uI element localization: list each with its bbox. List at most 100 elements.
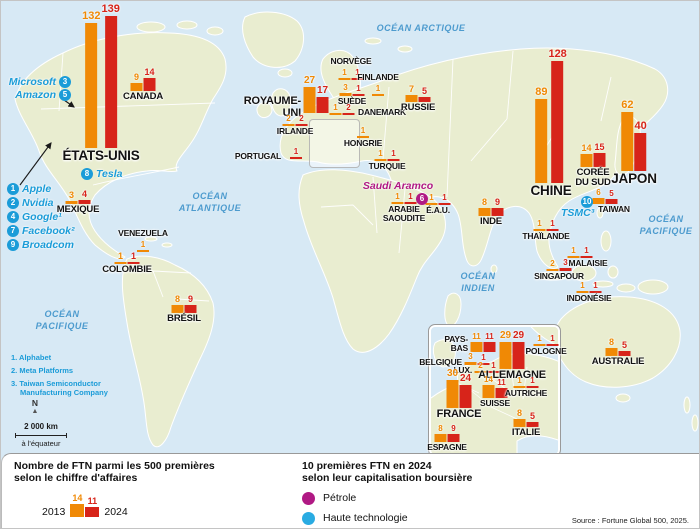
- bar-2024: [438, 202, 451, 205]
- world-map: OCÉAN ARCTIQUE OCÉAN ATLANTIQUE OCÉAN PACI…: [1, 1, 699, 454]
- bar-2024: [352, 93, 365, 96]
- bar-2013: [85, 22, 98, 148]
- company-label-amazon: Amazon: [15, 89, 56, 101]
- company-label-nvidia: Nvidia: [22, 196, 54, 209]
- arrow-to-seattle: [63, 99, 75, 108]
- value-2013: 14: [581, 142, 592, 153]
- bar-2024: [483, 341, 496, 352]
- value-2013: 29: [499, 329, 512, 341]
- bar-2013: [546, 268, 559, 271]
- country-label: DANEMARK: [358, 107, 406, 117]
- bar-2013: [338, 77, 351, 80]
- value-2024: 1: [584, 245, 589, 255]
- company-label-microsoft: Microsoft: [8, 76, 56, 88]
- bar-2013: [567, 255, 580, 258]
- bar-2013: [464, 362, 477, 365]
- rank-badge-3: 3: [59, 76, 71, 88]
- footnote-1: 1. Alphabet: [11, 353, 52, 362]
- legend-revenue-title-line1: Nombre de FTN parmi les 500 premières: [14, 460, 215, 472]
- company-row-facebook: 7 Facebook²: [7, 224, 75, 237]
- value-2013: 89: [535, 85, 548, 98]
- company-label-broadcom: Broadcom: [22, 238, 74, 251]
- company-row-apple: 1 Apple: [7, 182, 75, 195]
- rank-badge-9: 9: [7, 238, 19, 251]
- bar-2024: [404, 201, 417, 204]
- bar-2013: [482, 384, 495, 398]
- bars-hongrie: 1: [357, 125, 369, 138]
- rank-badge-2: 2: [7, 196, 19, 209]
- legend-revenue: Nombre de FTN parmi les 500 premières se…: [14, 460, 215, 518]
- bar-2024: [605, 199, 618, 204]
- value-2013: 6: [596, 188, 601, 198]
- value-2024: 1: [481, 352, 486, 362]
- footnotes: 1. Alphabet 2. Meta Platforms 3. Taiwan Se…: [11, 353, 116, 401]
- bar-2013: [478, 208, 491, 216]
- bar-2013: [580, 153, 593, 167]
- bar-2024: [526, 422, 539, 427]
- bar-2024: [316, 96, 329, 113]
- value-2024: 1: [491, 360, 496, 370]
- legend-item-tech-label: Haute technologie: [323, 512, 408, 525]
- africa-shape: [298, 169, 446, 353]
- bar-2013: [372, 93, 384, 96]
- bar-2024: [447, 433, 460, 442]
- value-2024: 128: [548, 48, 567, 61]
- bar-2013: [282, 123, 295, 126]
- country-label: HONGRIE: [343, 138, 383, 148]
- california-companies: 1 Apple 2 Nvidia 4 Google¹ 7 Facebook² 9 Broadcom: [7, 182, 75, 252]
- value-2024: 5: [529, 411, 535, 422]
- country-label: ITALIE: [511, 427, 541, 438]
- value-2013: 1: [580, 280, 585, 290]
- bar-2013: [114, 261, 127, 264]
- bar-2013: [513, 419, 526, 427]
- legend-sample-bar-2024: [85, 506, 100, 518]
- bar-2013: [374, 158, 387, 161]
- value-2013: 2: [478, 360, 483, 370]
- bar-2013: [405, 95, 418, 102]
- country-borders: [40, 50, 612, 302]
- value-2024: 3: [563, 258, 568, 268]
- value-2013: 1: [360, 125, 366, 135]
- country-label: MALAISIE: [568, 258, 608, 268]
- value-2024: 1: [391, 148, 396, 158]
- bar-2024: [387, 158, 400, 161]
- footnote-3: 3. Taiwan Semiconductor Manufacturing Co…: [11, 379, 108, 397]
- bars-royaume-uni: 27 17: [303, 76, 329, 113]
- bars-venezuela: 1: [137, 240, 149, 252]
- value-2013: 1: [342, 67, 347, 77]
- country-label: VENEZUELA: [118, 228, 168, 238]
- legend-sample-value-2024: 11: [87, 495, 98, 506]
- value-2024: 17: [316, 84, 329, 96]
- ocean-label-oc-an-pacifique: OCÉAN PACIFIQUE: [35, 309, 89, 331]
- country-label: NORVÈGE: [330, 56, 372, 66]
- rank-badge-4: 4: [7, 210, 19, 223]
- legend-top10-title-line1: 10 premières FTN en 2024: [302, 460, 432, 472]
- country-label: INDONÉSIE: [566, 293, 612, 303]
- bar-2024: [551, 61, 564, 183]
- value-2013: 11: [472, 331, 481, 341]
- bar-2013: [513, 385, 526, 388]
- seattle-companies: Microsoft 3 Amazon 5: [5, 76, 71, 102]
- bar-2013: [65, 201, 78, 204]
- value-2013: 1: [537, 218, 542, 228]
- legend-item-tech: Haute technologie: [302, 511, 472, 525]
- country-label: FRANCE: [436, 408, 482, 420]
- value-2024: 2: [346, 102, 351, 112]
- value-2013: 1: [333, 102, 338, 112]
- country-label: TAIWAN: [598, 204, 630, 214]
- value-2024: 4: [81, 189, 87, 200]
- value-2024: 1: [442, 192, 447, 202]
- company-label-tesla: Tesla: [96, 168, 123, 180]
- tech-dot-icon: [302, 511, 315, 525]
- bars-allemagne: 29 29: [499, 329, 525, 369]
- value-2024: 9: [451, 423, 456, 433]
- company-row-broadcom: 9 Broadcom: [7, 238, 75, 251]
- bar-2024: [559, 268, 572, 271]
- value-2024: 14: [144, 66, 155, 77]
- company-label-tsmc: TSMC³: [561, 207, 595, 219]
